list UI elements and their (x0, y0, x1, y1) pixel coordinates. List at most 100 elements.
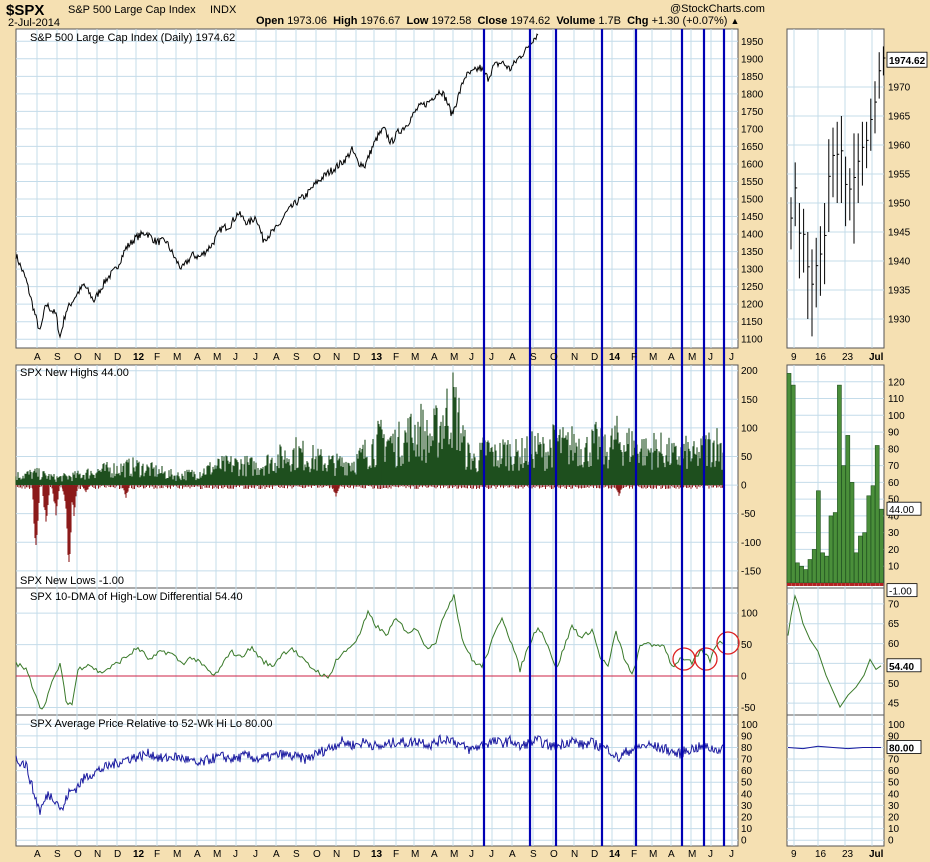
side-highs-bar (799, 565, 804, 584)
side-highs-tick: 100 (888, 411, 905, 422)
side-lows-bar (858, 582, 863, 586)
side-diff-tick: 60 (888, 639, 900, 650)
side-highs-bar (795, 562, 800, 584)
side-highs-bar (862, 532, 867, 584)
side-lows-bar (879, 582, 884, 586)
x-tick-label: S (293, 849, 300, 860)
x-tick-label: J (489, 849, 494, 860)
x-tick-label: A (431, 352, 438, 363)
side-lows-bar (820, 582, 825, 586)
side-highs-bar (824, 555, 830, 584)
highs-tick: 100 (741, 423, 758, 434)
x-tick-label: A (194, 849, 201, 860)
side-highs-bar (803, 569, 809, 584)
side-highs-bar (828, 515, 834, 584)
x-tick-label: 14 (609, 352, 621, 363)
x-tick-label: J (233, 352, 238, 363)
side-rel-tick: 70 (888, 755, 900, 766)
side-lows-bar (791, 582, 796, 586)
side-lows-bar (862, 582, 867, 586)
open-label: Open (256, 15, 285, 27)
side-lows-bar (808, 582, 812, 586)
x-tick-label: F (393, 352, 399, 363)
ohlc-row: Open 1973.06 High 1976.67 Low 1972.58 Cl… (256, 15, 739, 27)
price-tick: 1200 (741, 300, 764, 311)
highs-tick: 0 (741, 481, 747, 492)
panel-price (15, 28, 739, 349)
price-tick: 1300 (741, 265, 764, 276)
side-price-tick: 1940 (888, 257, 911, 268)
x-tick-label: N (333, 849, 340, 860)
side-diff-tick: 65 (888, 619, 900, 630)
side-x-tick-label: 16 (815, 352, 827, 363)
chg-value: +1.30 (+0.07%) (651, 15, 728, 27)
side-panel-rel (786, 714, 885, 847)
side-highs-bar (879, 508, 884, 584)
highs-tick: 150 (741, 395, 758, 406)
side-highs-bar (866, 495, 872, 584)
watermark: @StockCharts.com (670, 3, 765, 15)
price-tick: 1400 (741, 230, 764, 241)
close-value: 1974.62 (510, 15, 551, 27)
side-price-tick: 1955 (888, 170, 911, 181)
side-lows-bar (850, 582, 854, 586)
rel-tick: 60 (741, 766, 753, 777)
side-diff-tick: 50 (888, 679, 900, 690)
side-diff-tick: 45 (888, 699, 900, 710)
x-tick-label: J (729, 352, 734, 363)
rel-tick: 0 (741, 836, 747, 847)
x-tick-label: N (94, 352, 101, 363)
x-tick-label: M (213, 352, 221, 363)
x-tick-label: M (450, 352, 458, 363)
x-tick-label: J (708, 352, 713, 363)
side-highs-tick: 40 (888, 511, 900, 522)
rel-tick: 70 (741, 755, 753, 766)
x-tick-label: A (194, 352, 201, 363)
side-price-tick: 1935 (888, 286, 911, 297)
x-tick-label: 13 (371, 352, 383, 363)
side-lows-bar (795, 582, 800, 586)
highlight-circle (716, 631, 740, 655)
price-tick: 1550 (741, 177, 764, 188)
lows-last-value: -1.00 (889, 587, 912, 598)
price-tick: 1650 (741, 142, 764, 153)
x-tick-label: 12 (133, 849, 145, 860)
low-value: 1972.58 (431, 15, 472, 27)
exchange: INDX (210, 4, 237, 16)
side-highs-bar (870, 485, 876, 584)
rel-tick: 80 (741, 743, 753, 754)
side-lows-bar (803, 582, 808, 586)
x-tick-label: J (708, 849, 713, 860)
side-rel-tick: 0 (888, 836, 894, 847)
side-diff-line (787, 594, 882, 709)
rel-tick: 40 (741, 789, 753, 800)
side-lows-bar (812, 582, 817, 586)
side-lows-bar (816, 582, 821, 586)
x-tick-label: D (591, 849, 598, 860)
side-lows-bar (871, 582, 875, 586)
side-highs-tick: 70 (888, 461, 900, 472)
rel-tick: 30 (741, 801, 753, 812)
price-tick: 1700 (741, 124, 764, 135)
x-tick-label: M (649, 849, 657, 860)
highs-tick: -150 (741, 566, 761, 577)
side-price-tick: 1970 (888, 83, 911, 94)
side-price-tick: 1930 (888, 315, 911, 326)
chg-label: Chg (627, 15, 649, 27)
side-price-tick: 1945 (888, 228, 911, 239)
side-highs-bar (811, 549, 817, 584)
price-last-box (886, 51, 928, 68)
x-tick-label: M (411, 849, 419, 860)
side-highs-bar (807, 559, 813, 584)
x-tick-label: F (631, 352, 637, 363)
rel-panel-title: SPX Average Price Relative to 52-Wk Hi L… (30, 718, 273, 730)
highs-tick: -100 (741, 538, 761, 549)
high-label: High (333, 15, 358, 27)
x-tick-label: A (34, 352, 41, 363)
x-tick-label: D (114, 849, 121, 860)
side-highs-bar (841, 465, 846, 584)
dropdown-arrow-icon[interactable]: ▲ (730, 16, 740, 26)
x-tick-label: D (353, 849, 360, 860)
x-tick-label: S (293, 352, 300, 363)
side-panel-diff (786, 587, 885, 716)
